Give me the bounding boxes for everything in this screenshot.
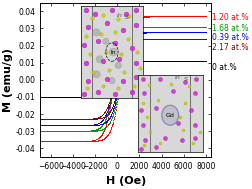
- Y-axis label: M (emu/g): M (emu/g): [3, 48, 13, 112]
- Text: 1.68 at.%: 1.68 at.%: [212, 24, 249, 33]
- Text: 2.17 at.%: 2.17 at.%: [212, 43, 249, 52]
- Text: 0.39 at.%: 0.39 at.%: [212, 33, 249, 42]
- Text: 1.20 at.%: 1.20 at.%: [212, 13, 249, 22]
- X-axis label: H (Oe): H (Oe): [106, 176, 146, 186]
- Text: 0 at.%: 0 at.%: [212, 63, 237, 72]
